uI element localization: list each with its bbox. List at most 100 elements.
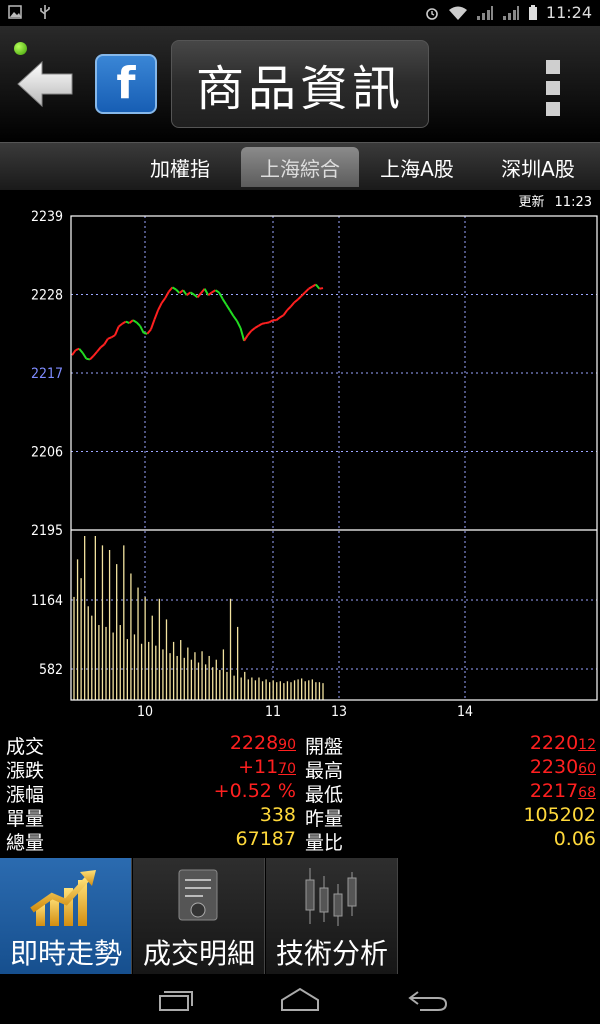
tab-label: 上海A股 bbox=[380, 156, 454, 181]
price-segment bbox=[193, 293, 199, 299]
price-segment bbox=[128, 319, 134, 324]
nav-label: 即時走勢 bbox=[9, 937, 122, 970]
quote-row: 總量 67187 量比 0.06 bbox=[0, 828, 600, 854]
intraday-chart[interactable]: 2239 2228 2217 2206 2195 1164 582 10 11 13 14 bbox=[0, 210, 600, 725]
price-segment bbox=[275, 316, 281, 321]
tab-shenzhen-a[interactable]: 深圳A股 bbox=[484, 147, 592, 187]
price-segment bbox=[86, 357, 91, 361]
price-segment bbox=[160, 297, 167, 304]
price-segment bbox=[139, 325, 145, 334]
quote-value: 105202 bbox=[523, 804, 596, 826]
tab-label: 加權指 bbox=[150, 156, 210, 181]
price-segment bbox=[257, 322, 263, 327]
quote-value: 67187 bbox=[236, 828, 296, 850]
price-segment bbox=[182, 289, 188, 296]
quote-info: 成交 222890 開盤 222012 漲跌 +1170 最高 223060 漲幅 +0.52 %… bbox=[0, 732, 600, 854]
battery-icon bbox=[528, 4, 537, 20]
quote-value-main: +0.52 % bbox=[213, 780, 296, 802]
price-segment bbox=[304, 288, 310, 294]
price-segment bbox=[168, 286, 174, 293]
time-tick-label: 14 bbox=[457, 704, 473, 720]
quote-label: 總量 bbox=[6, 832, 45, 854]
price-segment bbox=[308, 285, 313, 290]
price-tick-label: 2217 bbox=[31, 366, 63, 382]
price-segment bbox=[110, 334, 116, 339]
quote-row: 漲幅 +0.52 % 最低 221768 bbox=[0, 780, 600, 806]
price-segment bbox=[282, 309, 288, 316]
rising-chart-icon bbox=[30, 870, 96, 926]
tab-label: 上海綜合 bbox=[260, 156, 340, 181]
facebook-button[interactable]: f bbox=[95, 54, 157, 114]
price-segment bbox=[250, 327, 256, 332]
volume-tick-label: 582 bbox=[39, 662, 63, 678]
price-segment bbox=[107, 336, 112, 340]
home-icon[interactable] bbox=[278, 986, 322, 1014]
price-segment bbox=[254, 325, 259, 329]
price-segment bbox=[114, 326, 120, 336]
price-segment bbox=[135, 321, 141, 327]
quote-value-main: 2230 bbox=[529, 756, 579, 778]
price-segment bbox=[207, 291, 213, 296]
nav-realtime-trend[interactable]: 即時走勢 bbox=[0, 858, 132, 974]
overflow-menu-icon[interactable] bbox=[546, 60, 564, 116]
tab-shanghai-a[interactable]: 上海A股 bbox=[365, 147, 469, 187]
quote-label: 成交 bbox=[6, 736, 45, 758]
quote-value: 221768 bbox=[530, 780, 596, 802]
candlestick-icon bbox=[305, 868, 357, 926]
price-tick-label: 2239 bbox=[31, 210, 63, 225]
nav-label: 技術分析 bbox=[275, 937, 388, 970]
price-segment bbox=[228, 309, 235, 317]
price-segment bbox=[71, 349, 77, 356]
nav-technical-analysis[interactable]: 技術分析 bbox=[266, 858, 398, 974]
price-segment bbox=[225, 303, 231, 311]
page-title-box: 商品資訊 bbox=[171, 40, 429, 128]
quote-value: +0.52 % bbox=[214, 780, 296, 802]
price-segment bbox=[203, 288, 210, 296]
price-segment bbox=[265, 321, 270, 325]
nav-label: 成交明細 bbox=[142, 937, 255, 970]
quote-value: 223060 bbox=[530, 756, 596, 778]
quote-label: 量比 bbox=[305, 832, 344, 854]
price-segment bbox=[96, 346, 102, 353]
app-header: f 商品資訊 bbox=[0, 26, 600, 142]
price-segment bbox=[286, 305, 292, 311]
back-arrow-icon[interactable] bbox=[16, 58, 76, 110]
time-tick-label: 10 bbox=[137, 704, 153, 720]
alarm-icon bbox=[426, 7, 438, 20]
quote-label: 昨量 bbox=[305, 808, 344, 830]
nav-trade-details[interactable]: 成交明細 bbox=[133, 858, 265, 974]
price-segment bbox=[103, 338, 109, 345]
update-time-value: 11:23 bbox=[554, 195, 592, 210]
quote-value: 338 bbox=[260, 804, 296, 826]
price-segment bbox=[164, 291, 170, 299]
tab-label: 深圳A股 bbox=[501, 156, 575, 181]
price-tick-label: 2228 bbox=[31, 288, 63, 304]
facebook-icon: f bbox=[116, 58, 136, 109]
back-icon[interactable] bbox=[406, 986, 450, 1014]
price-segment bbox=[214, 289, 220, 294]
wifi-icon bbox=[448, 6, 467, 20]
system-nav-bar bbox=[0, 976, 600, 1024]
price-tick-label: 2195 bbox=[31, 523, 63, 539]
quote-value-main: 338 bbox=[259, 804, 296, 826]
price-segment bbox=[149, 319, 156, 330]
price-segment bbox=[100, 343, 105, 349]
quote-label: 最低 bbox=[305, 784, 344, 806]
tab-shanghai-composite[interactable]: 上海綜合 bbox=[241, 147, 359, 187]
price-segment bbox=[289, 301, 296, 308]
price-segment bbox=[300, 291, 306, 297]
price-segment bbox=[153, 309, 159, 320]
update-label: 更新 bbox=[518, 195, 545, 210]
price-segment bbox=[189, 291, 195, 296]
usb-icon bbox=[40, 5, 50, 19]
tab-taiex[interactable]: 加權指 bbox=[130, 147, 230, 187]
axis-labels: 2239 2228 2217 2206 2195 1164 582 10 11 13 14 bbox=[31, 210, 473, 720]
recent-apps-icon[interactable] bbox=[152, 986, 196, 1014]
quote-value-main: 2217 bbox=[529, 780, 579, 802]
quote-value-decimal: 90 bbox=[278, 737, 296, 753]
price-segment bbox=[236, 320, 242, 329]
price-segment bbox=[81, 352, 88, 360]
quote-value-main: 2220 bbox=[529, 732, 579, 754]
quote-label: 開盤 bbox=[305, 736, 344, 758]
price-segment bbox=[132, 319, 138, 324]
